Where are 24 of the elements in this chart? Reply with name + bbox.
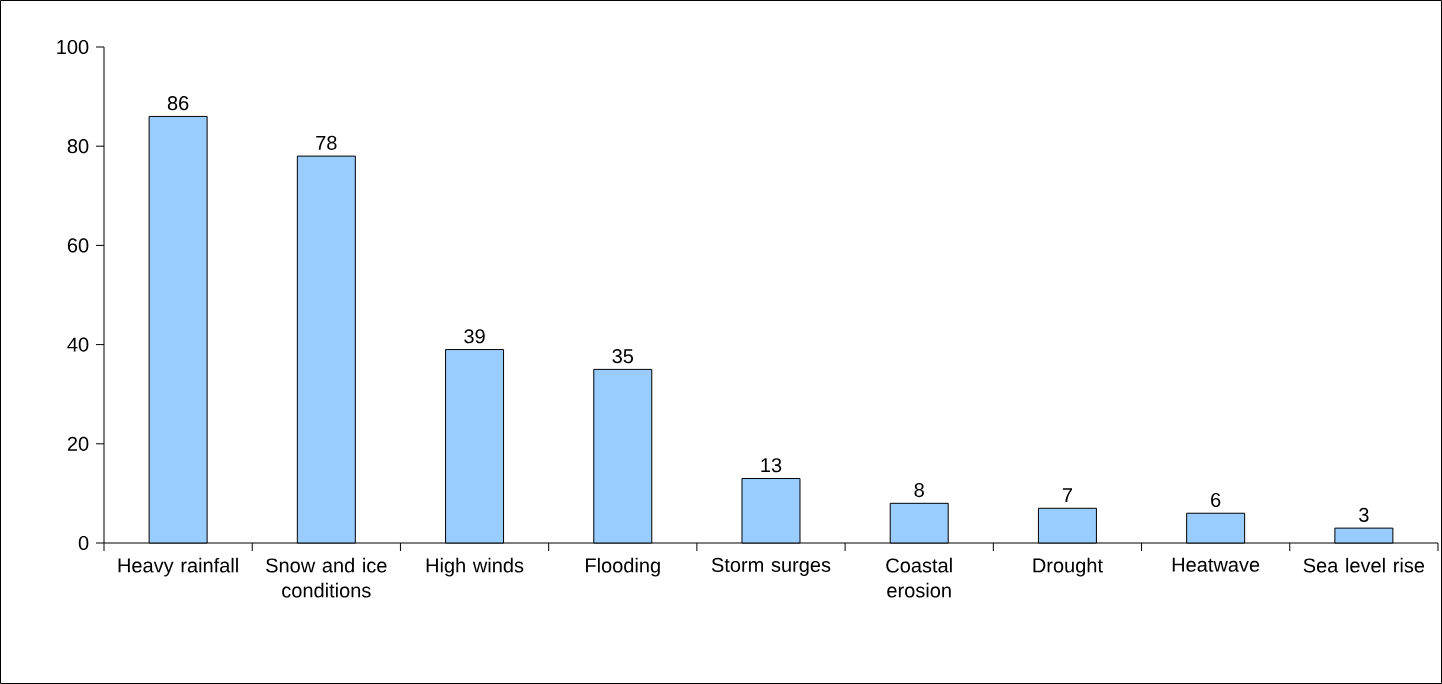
data-label: 78	[316, 135, 337, 150]
y-tick-label: 60	[67, 238, 89, 253]
y-tick-label: 100	[57, 39, 89, 55]
y-tick-label: 80	[67, 139, 89, 154]
x-tick-label: Drought	[1033, 557, 1103, 577]
x-tick-label: High winds	[426, 557, 524, 577]
x-tick-label: Heavy rainfall	[118, 557, 238, 577]
y-tick-label: 0	[78, 535, 89, 551]
x-tick-label: Storm surges	[711, 557, 831, 576]
x-tick-label: Flooding	[586, 557, 660, 577]
x-tick-label: Coastal erosion	[886, 557, 952, 598]
data-label: 3	[1359, 507, 1369, 522]
data-label: 35	[612, 349, 634, 364]
x-tick-label: Snow and ice conditions	[266, 557, 387, 598]
x-tick-label: Heatwave	[1172, 557, 1260, 572]
y-tick-label: 40	[67, 337, 89, 352]
data-label: 39	[464, 329, 485, 344]
data-label: 7	[1062, 488, 1072, 503]
data-label: 13	[761, 458, 782, 473]
x-tick-label: Sea level rise	[1303, 557, 1425, 573]
y-tick-label: 20	[67, 436, 89, 451]
data-label: 86	[167, 96, 189, 111]
data-label: 6	[1211, 492, 1221, 508]
data-label: 8	[914, 482, 924, 498]
